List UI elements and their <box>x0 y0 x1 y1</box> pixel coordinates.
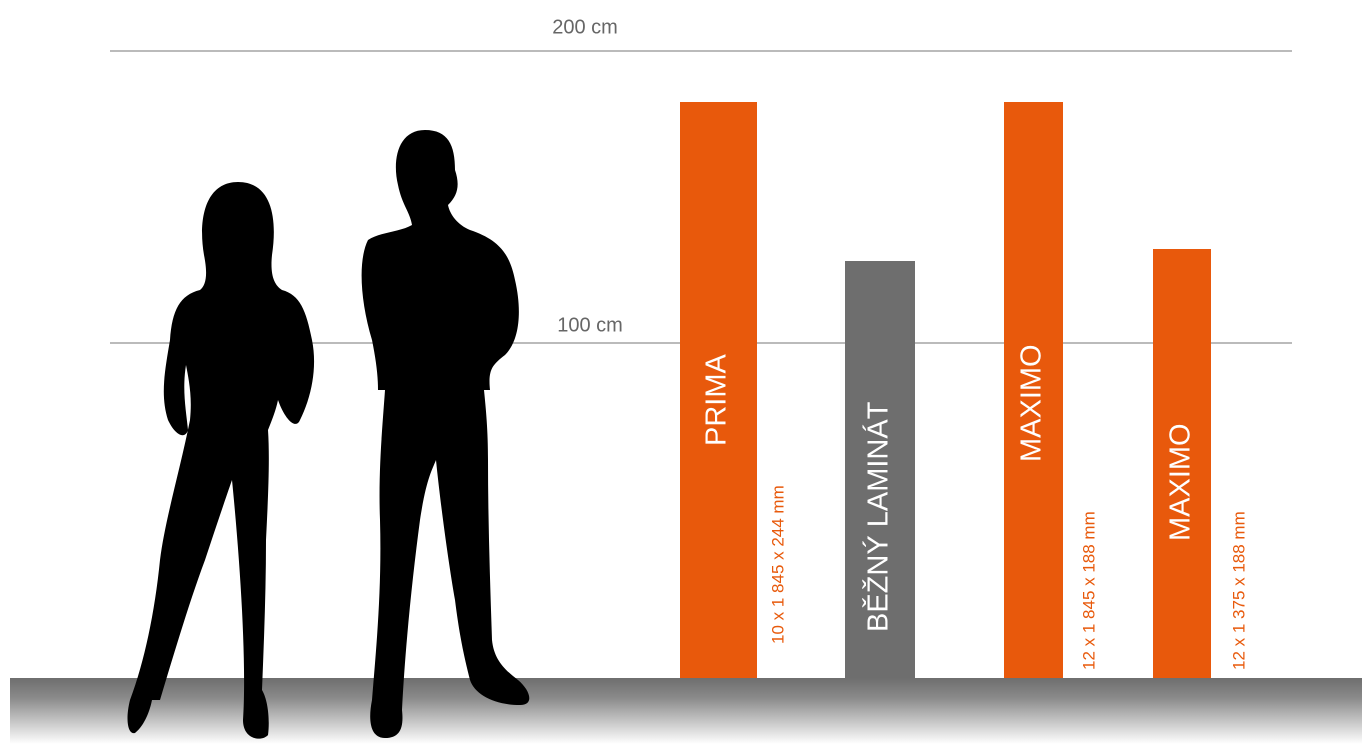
floor <box>10 678 1362 744</box>
product-size: 10 x 1 845 x 244 mm <box>768 485 787 644</box>
product-size: 12 x 1 375 x 188 mm <box>1229 511 1248 670</box>
product-name: MAXIMO <box>1016 344 1048 462</box>
plank-bar <box>680 102 757 678</box>
scale-label: 200 cm <box>552 16 618 38</box>
product-name: PRIMA <box>701 354 733 447</box>
product-name: BĚŽNÝ LAMINÁT <box>862 401 895 632</box>
plank-bar <box>845 261 915 678</box>
man-silhouette <box>361 130 530 738</box>
scale-label: 100 cm <box>557 314 623 336</box>
product-size: 12 x 1 845 x 188 mm <box>1079 511 1098 670</box>
product-name: MAXIMO <box>1165 423 1197 541</box>
woman-silhouette <box>127 182 315 739</box>
plank-bar <box>1004 102 1063 678</box>
plank-bar <box>1153 249 1211 678</box>
